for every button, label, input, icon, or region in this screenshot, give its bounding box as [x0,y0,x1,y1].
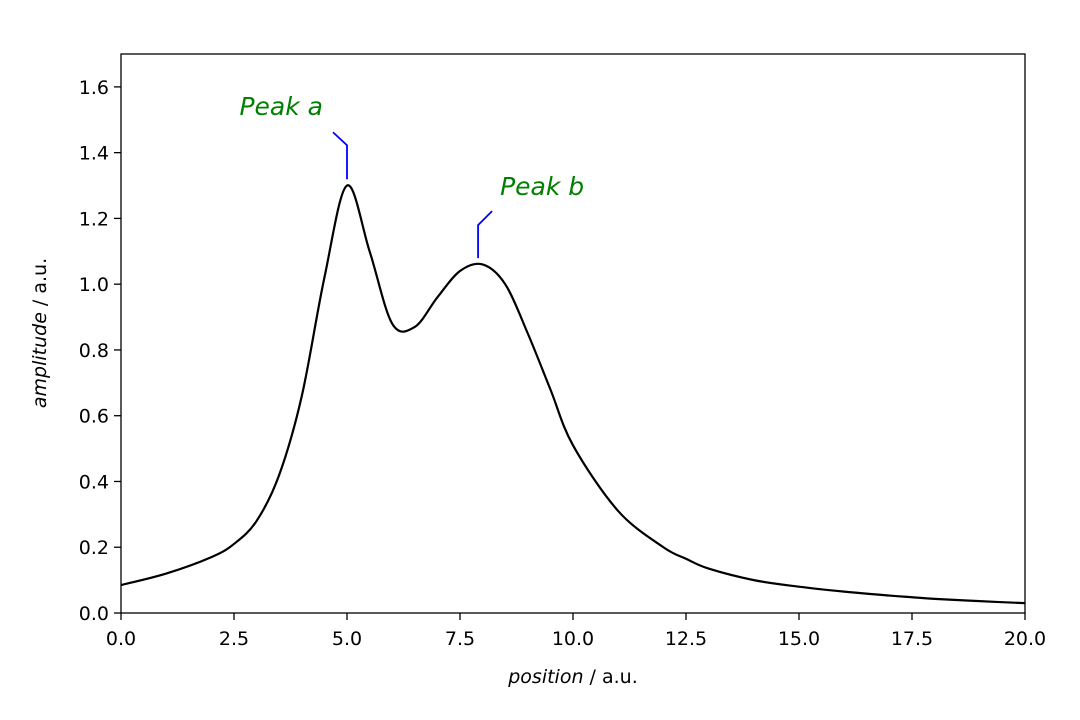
y-tick-label: 1.2 [79,208,109,230]
series-line-spectrum [120,184,1026,605]
y-tick-label: 1.4 [79,143,109,165]
x-axis-label: position / a.u. [507,666,638,688]
y-axis-label: amplitude / a.u. [29,258,51,408]
x-axis: 0.0 2.5 5.0 7.5 10.0 12.5 15.0 17.5 20.0 [106,613,1046,650]
x-tick-label: 17.5 [891,628,933,650]
y-tick-label: 0.0 [79,603,109,625]
y-tick-label: 0.4 [79,471,109,493]
y-tick-label: 0.2 [79,537,109,559]
y-axis: 0.0 0.2 0.4 0.6 0.8 1.0 1.2 1.4 1.6 [79,77,121,625]
x-tick-label: 15.0 [778,628,820,650]
x-tick-label: 12.5 [665,628,707,650]
x-tick-label: 0.0 [106,628,136,650]
peak-b-leader [477,210,493,259]
x-tick-label: 5.0 [332,628,362,650]
y-tick-label: 1.0 [79,274,109,296]
x-tick-label: 7.5 [445,628,475,650]
y-tick-label: 0.6 [79,406,109,428]
x-tick-label: 10.0 [552,628,594,650]
peak-b-label: Peak b [500,172,584,201]
plot-area [121,54,1025,613]
peak-a-label: Peak a [239,92,323,121]
x-tick-label: 2.5 [219,628,249,650]
plot-frame [120,53,1026,614]
x-tick-label: 20.0 [1004,628,1046,650]
y-tick-label: 1.6 [79,77,109,99]
annotations: Peak a Peak b [239,92,584,259]
y-tick-label: 0.8 [79,340,109,362]
peak-a-leader [332,131,348,180]
